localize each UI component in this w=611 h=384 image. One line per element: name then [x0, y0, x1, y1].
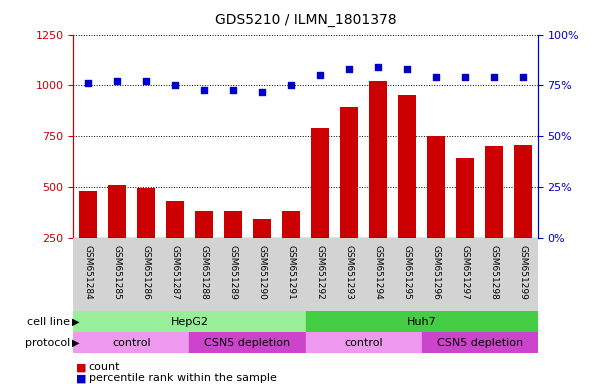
Point: [518, 74, 528, 80]
Text: GSM651296: GSM651296: [431, 245, 441, 300]
Text: ■: ■: [76, 373, 87, 383]
Bar: [514, 146, 532, 289]
Text: GSM651291: GSM651291: [287, 245, 296, 300]
Text: percentile rank within the sample: percentile rank within the sample: [89, 373, 276, 383]
Bar: [369, 81, 387, 289]
Bar: [137, 188, 155, 289]
Text: ■: ■: [76, 362, 87, 372]
Text: GSM651284: GSM651284: [83, 245, 92, 300]
Text: cell line: cell line: [27, 316, 70, 327]
Bar: [73, 311, 306, 332]
Text: GSM651292: GSM651292: [315, 245, 324, 300]
Text: GSM651295: GSM651295: [403, 245, 412, 300]
Point: [373, 64, 383, 70]
Point: [199, 86, 209, 93]
Point: [315, 72, 325, 78]
Bar: [427, 136, 445, 289]
Text: count: count: [89, 362, 120, 372]
Point: [83, 80, 93, 86]
Text: GSM651287: GSM651287: [170, 245, 180, 300]
Text: GDS5210 / ILMN_1801378: GDS5210 / ILMN_1801378: [214, 13, 397, 27]
Bar: [456, 158, 474, 289]
Text: GSM651285: GSM651285: [112, 245, 122, 300]
Text: GSM651286: GSM651286: [141, 245, 150, 300]
Bar: [311, 128, 329, 289]
Bar: [398, 94, 415, 289]
Point: [141, 78, 151, 84]
Text: GSM651293: GSM651293: [345, 245, 354, 300]
Bar: [485, 147, 503, 289]
Point: [344, 66, 354, 72]
Bar: [108, 185, 126, 289]
Text: ▶: ▶: [72, 316, 79, 327]
Bar: [189, 332, 306, 353]
Text: GSM651290: GSM651290: [257, 245, 266, 300]
Text: control: control: [112, 338, 151, 348]
Bar: [254, 219, 271, 289]
Bar: [166, 202, 184, 289]
Text: GSM651297: GSM651297: [461, 245, 470, 300]
Point: [402, 66, 412, 72]
Text: HepG2: HepG2: [170, 316, 208, 327]
Bar: [73, 332, 189, 353]
Text: GSM651288: GSM651288: [199, 245, 208, 300]
Point: [170, 83, 180, 89]
Bar: [224, 210, 241, 289]
Text: ▶: ▶: [72, 338, 79, 348]
Bar: [422, 332, 538, 353]
Point: [431, 74, 441, 80]
Text: Huh7: Huh7: [407, 316, 436, 327]
Text: GSM651294: GSM651294: [373, 245, 382, 300]
Point: [460, 74, 470, 80]
Text: control: control: [344, 338, 383, 348]
Text: protocol: protocol: [25, 338, 70, 348]
Point: [286, 83, 296, 89]
Text: GSM651298: GSM651298: [489, 245, 499, 300]
Point: [228, 86, 238, 93]
Bar: [306, 311, 538, 332]
Bar: [282, 210, 299, 289]
Text: CSN5 depletion: CSN5 depletion: [205, 338, 290, 348]
Bar: [79, 191, 97, 289]
Point: [489, 74, 499, 80]
Bar: [306, 332, 422, 353]
Text: CSN5 depletion: CSN5 depletion: [437, 338, 522, 348]
Point: [112, 78, 122, 84]
Bar: [196, 210, 213, 289]
Point: [257, 88, 267, 94]
Text: GSM651289: GSM651289: [229, 245, 238, 300]
Text: GSM651299: GSM651299: [519, 245, 528, 300]
Bar: [340, 107, 357, 289]
